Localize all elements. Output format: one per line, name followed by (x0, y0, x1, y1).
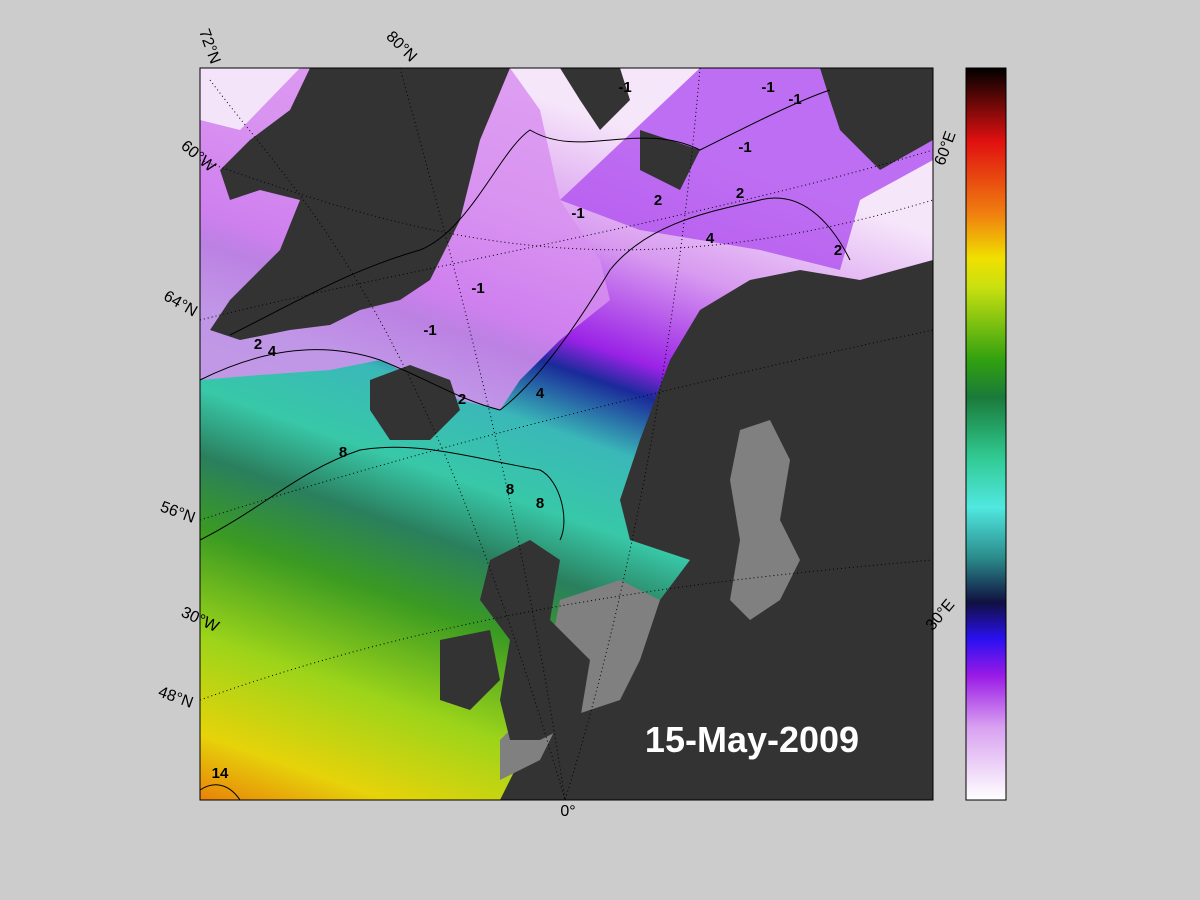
ice (200, 68, 300, 130)
contour-label: -1 (618, 79, 631, 96)
graticule (199, 329, 934, 521)
graticule-label: 80°N (383, 28, 420, 65)
iceland (370, 365, 460, 440)
graticule-label: 48°N (156, 684, 195, 712)
contour-label: -1 (571, 205, 584, 222)
contour-label: -1 (761, 79, 774, 96)
novaya-zemlya (820, 68, 933, 170)
contour-label: -1 (788, 91, 801, 108)
contour-label: -1 (738, 139, 751, 156)
contour-label: 2 (458, 391, 466, 408)
graticule (209, 79, 566, 801)
graticule (199, 559, 934, 701)
graticule-label: 0° (560, 803, 575, 820)
contour-label: 2 (834, 242, 842, 259)
contour-label: 2 (736, 185, 744, 202)
contour-label: 14 (212, 765, 229, 782)
map-frame (199, 67, 934, 801)
colorbar (965, 67, 1007, 801)
graticule-label: 56°N (158, 499, 197, 527)
date-label: 15-May-2009 (645, 719, 859, 760)
contour-label: 4 (706, 230, 715, 247)
graticule-label: 72°N (195, 27, 223, 66)
contour-line (199, 197, 851, 411)
contour-label: 8 (506, 481, 514, 498)
great-britain (480, 540, 590, 740)
colorbar-scale (965, 67, 1007, 801)
contour-line (199, 446, 565, 541)
graticule-label: 60°E (932, 129, 960, 168)
greenland (210, 68, 510, 340)
contour-label: 2 (654, 192, 662, 209)
contour-label: 4 (536, 385, 545, 402)
contour-line (199, 784, 241, 801)
contour-label: 8 (536, 495, 544, 512)
contour-label: -1 (423, 322, 436, 339)
graticule (399, 67, 566, 801)
contour-label: 8 (339, 444, 347, 461)
map: 15-May-2009 (199, 67, 934, 801)
contour-line (229, 89, 831, 336)
baltic (730, 420, 800, 620)
contour-label: 4 (268, 343, 277, 360)
svalbard (560, 68, 700, 190)
graticule (199, 159, 934, 251)
contour-label: 2 (254, 336, 262, 353)
contour-label: -1 (471, 280, 484, 297)
ireland (440, 630, 500, 710)
graticule-label: 64°N (161, 288, 200, 321)
europe (500, 260, 933, 800)
